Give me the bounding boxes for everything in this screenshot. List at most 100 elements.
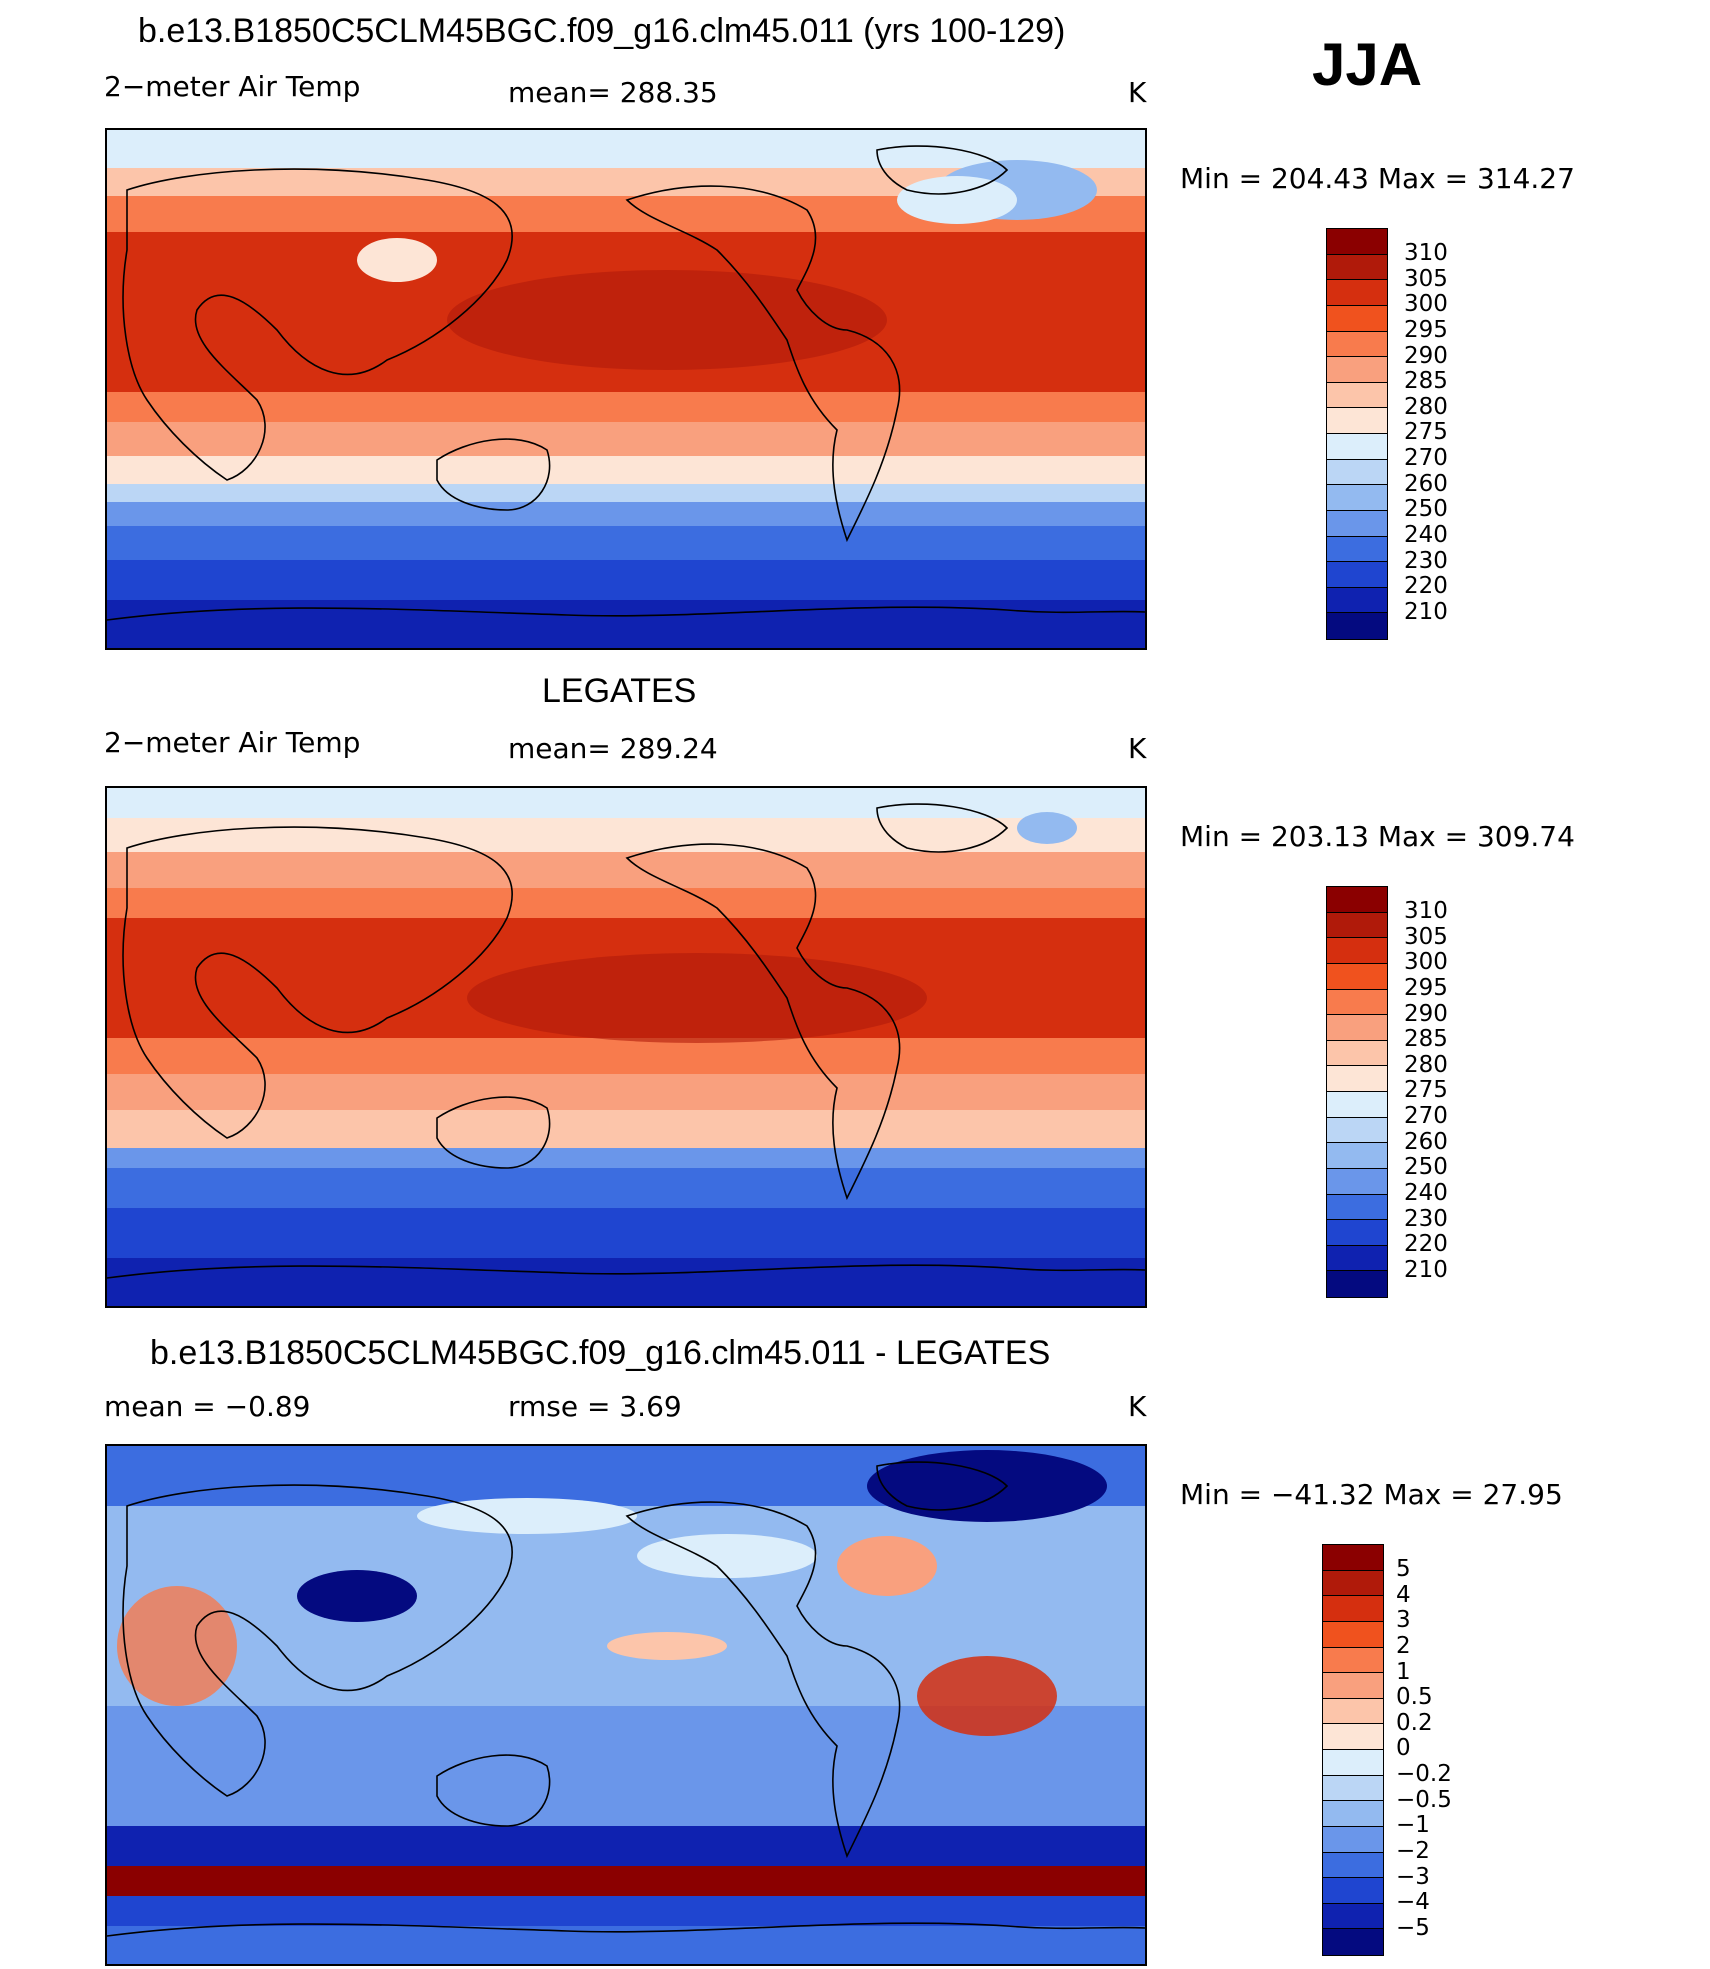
panel1-mean-label: mean= 288.35	[508, 76, 718, 109]
colorbar-tick-label: 1	[1396, 1658, 1411, 1685]
colorbar-tick-label: 250	[1404, 496, 1448, 523]
colorbar-cell	[1327, 562, 1387, 588]
colorbar-cell	[1323, 1852, 1383, 1879]
colorbar-tick-label: 220	[1404, 573, 1448, 600]
colorbar-cell	[1323, 1775, 1383, 1802]
colorbar-cell	[1327, 459, 1387, 486]
colorbar-tick-label: 210	[1404, 598, 1448, 625]
colorbar-cell	[1327, 963, 1387, 990]
colorbar-tick-label: −0.5	[1396, 1786, 1452, 1813]
colorbar-cell	[1323, 1750, 1383, 1776]
colorbar-cell	[1323, 1724, 1383, 1750]
colorbar-cell	[1323, 1647, 1383, 1674]
colorbar-tick-label: 310	[1404, 898, 1448, 924]
colorbar-tick-label: −2	[1396, 1837, 1430, 1864]
colorbar-tick-label: −4	[1396, 1889, 1430, 1916]
colorbar-cell	[1327, 613, 1387, 639]
panel1-map	[105, 128, 1147, 650]
panel2-variable-label: 2−meter Air Temp	[104, 726, 361, 759]
colorbar-tick-label: 230	[1404, 547, 1448, 574]
panel1-units-label: K	[1128, 76, 1147, 109]
colorbar-cell	[1323, 1570, 1383, 1597]
colorbar-tick-label: 0.2	[1396, 1709, 1433, 1736]
colorbar-cell	[1327, 587, 1387, 614]
colorbar-tick-label: 300	[1404, 291, 1448, 318]
colorbar-tick-label: 210	[1404, 1256, 1448, 1283]
colorbar-tick-label: 280	[1404, 393, 1448, 420]
colorbar-cell	[1323, 1545, 1383, 1571]
colorbar-tick-label: 260	[1404, 470, 1448, 497]
colorbar-cell	[1323, 1596, 1383, 1622]
panel2-colorbar-labels: 310 305 300 295 290 285 280 275 270 260 250 240 230 2…	[1404, 898, 1448, 1283]
colorbar-tick-label: 310	[1404, 240, 1448, 266]
colorbar-tick-label: 290	[1404, 1000, 1448, 1027]
colorbar-cell	[1327, 1040, 1387, 1067]
colorbar-tick-label: −1	[1396, 1812, 1430, 1839]
colorbar-cell	[1327, 485, 1387, 511]
panel1-colorbar-labels: 310 305 300 295 290 285 280 275 270 260 250 240 230 2…	[1404, 240, 1448, 625]
colorbar-cell	[1327, 510, 1387, 537]
colorbar-cell	[1327, 1245, 1387, 1272]
colorbar-cell	[1327, 1194, 1387, 1221]
colorbar-cell	[1323, 1826, 1383, 1853]
colorbar-tick-label: 0.5	[1396, 1684, 1433, 1711]
panel1-title: b.e13.B1850C5CLM45BGC.f09_g16.clm45.011 …	[138, 12, 1066, 50]
colorbar-cell	[1323, 1801, 1383, 1827]
colorbar-tick-label: 290	[1404, 342, 1448, 369]
colorbar-cell	[1327, 989, 1387, 1016]
panel3-units-label: K	[1128, 1390, 1147, 1423]
colorbar-tick-label: 305	[1404, 265, 1448, 292]
colorbar-tick-label: 250	[1404, 1154, 1448, 1181]
colorbar-tick-label: 285	[1404, 1026, 1448, 1053]
colorbar-cell	[1323, 1673, 1383, 1699]
colorbar-tick-label: 300	[1404, 949, 1448, 976]
colorbar-tick-label: 270	[1404, 1103, 1448, 1129]
colorbar-cell	[1327, 1220, 1387, 1246]
colorbar-tick-label: 305	[1404, 923, 1448, 950]
colorbar-tick-label: 240	[1404, 1179, 1448, 1206]
colorbar-cell	[1327, 280, 1387, 306]
colorbar-cell	[1327, 1271, 1387, 1297]
panel2-units-label: K	[1128, 732, 1147, 765]
colorbar-tick-label: 4	[1396, 1581, 1411, 1608]
colorbar-tick-label: 230	[1404, 1205, 1448, 1232]
colorbar-cell	[1323, 1903, 1383, 1930]
colorbar-tick-label: 280	[1404, 1051, 1448, 1078]
panel1-variable-label: 2−meter Air Temp	[104, 70, 361, 103]
colorbar-cell	[1323, 1698, 1383, 1725]
colorbar-cell	[1327, 887, 1387, 913]
colorbar-cell	[1327, 1168, 1387, 1195]
colorbar-cell	[1323, 1621, 1383, 1648]
panel2-mean-label: mean= 289.24	[508, 732, 718, 765]
colorbar-cell	[1327, 254, 1387, 281]
colorbar-cell	[1327, 938, 1387, 964]
colorbar-cell	[1327, 331, 1387, 358]
colorbar-tick-label: 295	[1404, 974, 1448, 1001]
colorbar-cell	[1323, 1929, 1383, 1955]
colorbar-cell	[1327, 1143, 1387, 1169]
colorbar-cell	[1327, 305, 1387, 332]
colorbar-tick-label: 275	[1404, 1077, 1448, 1104]
colorbar-tick-label: 275	[1404, 419, 1448, 446]
colorbar-cell	[1327, 434, 1387, 460]
panel3-rmse-label: rmse = 3.69	[508, 1390, 682, 1423]
colorbar-cell	[1327, 357, 1387, 383]
colorbar-tick-label: 0	[1396, 1735, 1411, 1762]
panel2-map	[105, 786, 1147, 1308]
colorbar-cell	[1327, 1117, 1387, 1144]
colorbar-tick-label: 285	[1404, 368, 1448, 395]
colorbar-cell	[1327, 408, 1387, 434]
colorbar-tick-label: 260	[1404, 1128, 1448, 1155]
panel3-colorbar-labels: 5 4 3 2 1 0.5 0.2 0 −0.2 −0.5 −1 −2 −3 −4 −5	[1396, 1556, 1452, 1941]
colorbar-tick-label: 2	[1396, 1632, 1411, 1659]
season-label: JJA	[1312, 31, 1423, 98]
colorbar-cell	[1327, 1092, 1387, 1118]
panel3-title: b.e13.B1850C5CLM45BGC.f09_g16.clm45.011 …	[150, 1334, 1051, 1372]
panel3-colorbar	[1322, 1544, 1384, 1956]
colorbar-tick-label: 3	[1396, 1607, 1411, 1634]
colorbar-tick-label: 5	[1396, 1556, 1411, 1582]
colorbar-cell	[1327, 536, 1387, 563]
panel2-title: LEGATES	[542, 672, 697, 710]
colorbar-tick-label: −0.2	[1396, 1761, 1452, 1787]
panel3-map	[105, 1444, 1147, 1966]
